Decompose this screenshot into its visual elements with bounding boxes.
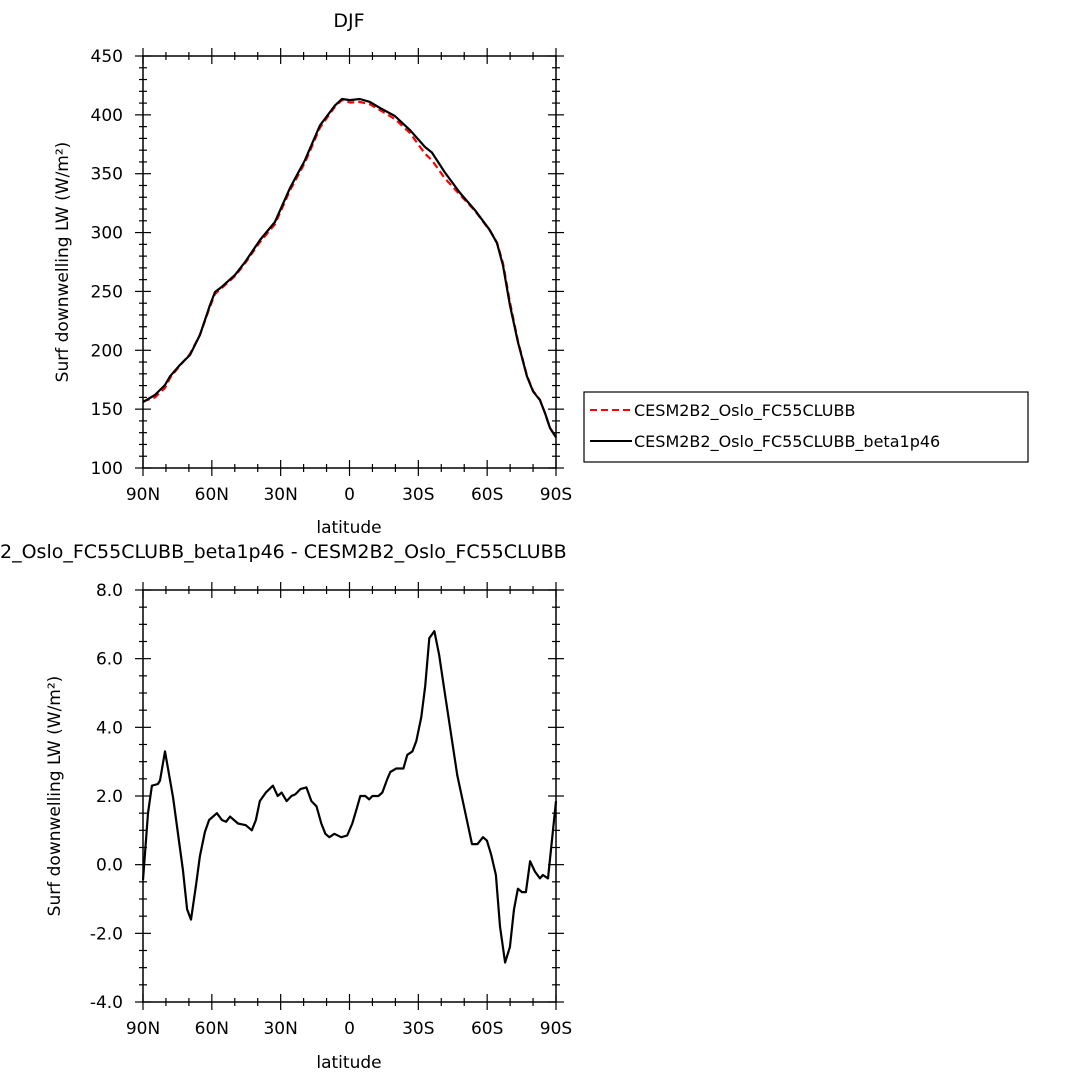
x-tick-label: 90S bbox=[540, 1019, 572, 1039]
x-tick-label: 90N bbox=[126, 485, 160, 505]
y-tick-label: -2.0 bbox=[90, 924, 123, 944]
y-tick-label: 2.0 bbox=[96, 787, 123, 807]
x-tick-label: 30S bbox=[402, 1019, 434, 1039]
top-panel-djf: DJF latitude Surf downwelling LW (W/m²) … bbox=[53, 10, 572, 538]
y-tick-label: 400 bbox=[91, 106, 123, 126]
x-tick-label: 60N bbox=[195, 1019, 229, 1039]
y-tick-label: 8.0 bbox=[96, 581, 123, 601]
x-tick-label: 90S bbox=[540, 485, 572, 505]
series-line-control bbox=[142, 98, 557, 438]
bottom-panel-title: 2_Oslo_FC55CLUBB_beta1p46 - CESM2B2_Oslo… bbox=[0, 541, 567, 563]
bottom-x-axis-label: latitude bbox=[316, 1053, 381, 1073]
x-tick-label: 30N bbox=[263, 1019, 297, 1039]
x-tick-label: 0 bbox=[344, 1019, 355, 1039]
y-tick-label: 150 bbox=[91, 400, 123, 420]
top-panel-title: DJF bbox=[333, 10, 364, 32]
x-tick-label: 90N bbox=[126, 1019, 160, 1039]
y-tick-label: 300 bbox=[91, 224, 123, 244]
x-tick-label: 30S bbox=[402, 485, 434, 505]
y-tick-label: 4.0 bbox=[96, 718, 123, 738]
y-tick-label: 350 bbox=[91, 165, 123, 185]
plot-frame bbox=[142, 589, 557, 1003]
legend-entry-experiment: CESM2B2_Oslo_FC55CLUBB_beta1p46 bbox=[634, 432, 940, 452]
legend-entry-control: CESM2B2_Oslo_FC55CLUBB bbox=[634, 401, 855, 421]
x-tick-label: 30N bbox=[263, 485, 297, 505]
bottom-panel-difference: 2_Oslo_FC55CLUBB_beta1p46 - CESM2B2_Oslo… bbox=[0, 541, 572, 1073]
legend-box bbox=[583, 391, 1029, 463]
top-y-axis-label: Surf downwelling LW (W/m²) bbox=[53, 142, 73, 383]
y-tick-label: 0.0 bbox=[96, 856, 123, 876]
y-tick-label: 200 bbox=[91, 341, 123, 361]
series-line-difference bbox=[141, 630, 558, 964]
bottom-y-axis-label: Surf downwelling LW (W/m²) bbox=[45, 676, 65, 917]
x-tick-label: 0 bbox=[344, 485, 355, 505]
top-x-axis-label: latitude bbox=[316, 518, 381, 538]
legend: CESM2B2_Oslo_FC55CLUBB CESM2B2_Oslo_FC55… bbox=[583, 391, 1029, 463]
y-tick-label: 450 bbox=[91, 47, 123, 67]
y-tick-label: 250 bbox=[91, 282, 123, 302]
x-tick-label: 60S bbox=[471, 485, 503, 505]
y-tick-label: 100 bbox=[91, 459, 123, 479]
y-tick-label: -4.0 bbox=[90, 993, 123, 1013]
series-line-experiment bbox=[142, 97, 557, 438]
plot-frame bbox=[142, 55, 557, 469]
x-tick-label: 60S bbox=[471, 1019, 503, 1039]
y-tick-label: 6.0 bbox=[96, 650, 123, 670]
x-tick-label: 60N bbox=[195, 485, 229, 505]
